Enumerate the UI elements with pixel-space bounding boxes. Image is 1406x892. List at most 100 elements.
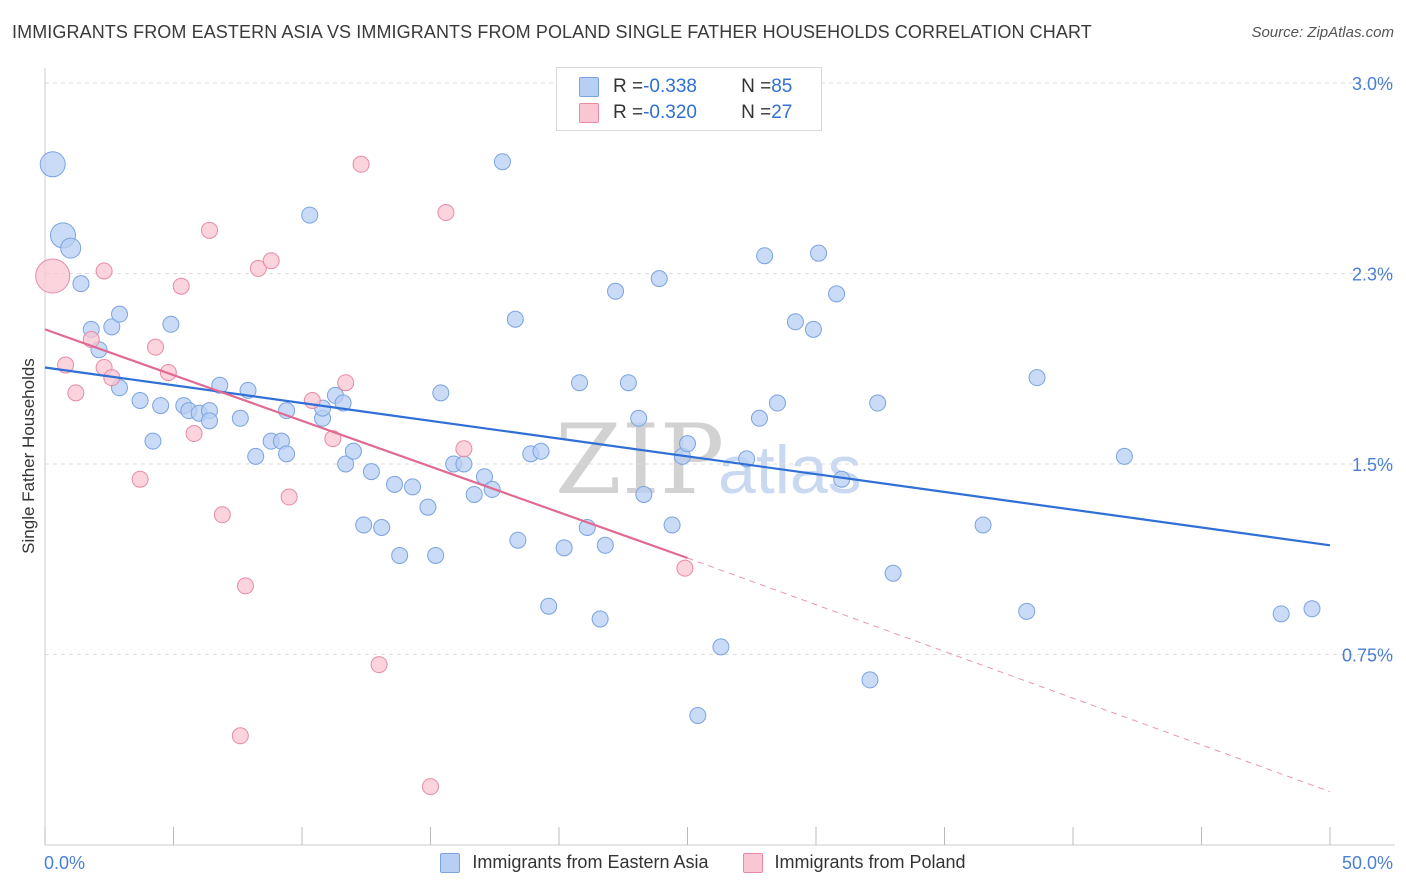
trendline-poland [44,328,688,560]
data-point-eastern-asia [974,516,992,534]
data-point-eastern-asia [1028,369,1046,387]
data-point-poland [324,430,342,448]
data-point-eastern-asia [750,409,768,427]
data-point-eastern-asia [828,285,846,303]
data-point-poland [262,252,280,270]
series-swatch-blue [440,852,461,873]
legend-swatch-blue [579,77,599,97]
data-point-eastern-asia [162,315,180,333]
legend-r-label: R = [613,102,644,123]
data-point-eastern-asia [131,392,149,409]
data-point-eastern-asia [111,305,129,323]
data-point-eastern-asia [786,313,804,331]
data-point-eastern-asia [60,237,82,259]
data-point-eastern-asia [619,374,637,392]
data-point-eastern-asia [386,475,404,493]
data-point-eastern-asia [1303,600,1321,618]
trendline-poland-extension [687,557,1331,793]
source-label: Source: ZipAtlas.com [1251,24,1394,41]
data-point-eastern-asia [506,310,524,328]
data-point-eastern-asia [1018,602,1036,620]
legend-n-label: N = [741,76,772,97]
data-point-poland [437,204,455,222]
legend-r-value: -0.338 [643,76,697,97]
data-point-eastern-asia [650,270,668,288]
data-point-eastern-asia [231,409,249,427]
data-point-eastern-asia [635,485,653,503]
data-point-eastern-asia [301,206,319,224]
data-point-eastern-asia [712,638,730,656]
data-point-eastern-asia [869,394,887,412]
data-point-eastern-asia [607,282,625,300]
data-point-eastern-asia [509,531,527,549]
data-point-eastern-asia [555,539,573,557]
legend-n-value: 27 [771,102,793,123]
data-point-eastern-asia [663,516,681,534]
data-point-eastern-asia [355,516,373,534]
data-point-eastern-asia [1272,605,1290,623]
data-point-poland [185,425,203,443]
data-point-eastern-asia [404,478,422,496]
legend-row-eastern-asia: R = -0.338 N = 85 [579,74,792,100]
data-point-eastern-asia [144,432,162,450]
legend-n-label: N = [741,102,772,123]
data-point-eastern-asia [465,485,483,503]
data-point-poland [200,221,218,239]
data-point-eastern-asia [596,536,614,554]
legend-n-value: 85 [771,76,793,97]
x-tick-label: 0.0% [44,853,85,873]
data-point-eastern-asia [532,442,550,460]
data-point-eastern-asia [679,435,696,453]
data-point-eastern-asia [103,318,121,336]
data-point-eastern-asia [278,445,296,463]
data-point-poland [213,506,231,524]
data-point-eastern-asia [337,455,355,473]
data-point-eastern-asia [804,320,822,338]
data-point-eastern-asia [152,397,170,415]
series-swatch-pink [742,852,763,873]
trendline-eastern-asia [44,366,1331,547]
y-tick-label: 2.3% [1352,265,1393,285]
data-point-poland [95,262,113,280]
legend-r-label: R = [613,76,644,97]
series-legend-item-eastern-asia: Immigrants from Eastern Asia [440,852,709,873]
data-point-eastern-asia [768,394,786,412]
data-point-eastern-asia [884,564,902,582]
data-point-eastern-asia [247,447,265,465]
data-point-poland [455,440,473,458]
data-point-poland [131,470,149,488]
data-point-poland [280,488,298,506]
data-point-poland [67,384,85,402]
data-point-eastern-asia [72,275,90,293]
data-point-eastern-asia [630,409,648,427]
data-point-eastern-asia [756,247,774,265]
data-point-eastern-asia [493,153,511,171]
data-point-eastern-asia [540,597,558,615]
data-point-eastern-asia [455,455,473,473]
data-point-poland [337,374,355,392]
chart-title: IMMIGRANTS FROM EASTERN ASIA VS IMMIGRAN… [12,22,1092,42]
series-label: Immigrants from Eastern Asia [472,852,709,872]
legend: R = -0.338 N = 85 R = -0.320 N = 27 [556,67,822,131]
data-point-eastern-asia [362,463,380,481]
data-point-poland [236,577,254,595]
data-point-eastern-asia [689,706,707,724]
data-point-poland [147,338,165,356]
legend-row-poland: R = -0.320 N = 27 [579,100,792,126]
data-point-poland [422,778,439,796]
data-point-eastern-asia [1115,447,1133,465]
data-point-poland [172,277,190,295]
y-tick-label: 1.5% [1352,455,1393,475]
data-point-poland [35,258,71,294]
data-point-eastern-asia [427,546,445,564]
data-point-eastern-asia [39,151,66,178]
data-point-eastern-asia [861,671,879,689]
data-point-eastern-asia [200,412,218,430]
y-tick-label: 3.0% [1352,74,1393,94]
data-point-poland [249,259,267,277]
x-tick-label: 50.0% [1342,853,1393,873]
data-point-eastern-asia [810,244,828,262]
data-point-eastern-asia [344,442,362,460]
data-point-eastern-asia [432,384,450,402]
